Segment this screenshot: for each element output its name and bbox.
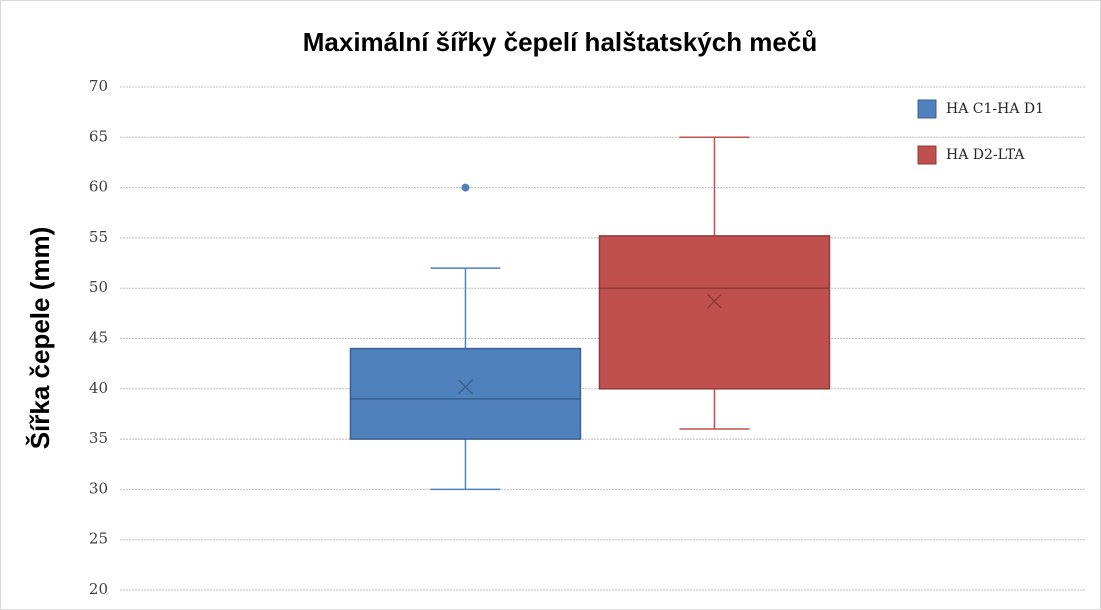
y-tick-label: 55: [89, 228, 108, 246]
y-tick-label: 40: [89, 379, 108, 397]
y-axis-label: Šířka čepele (mm): [25, 227, 55, 450]
outlier: [461, 183, 470, 192]
y-tick-label: 50: [89, 278, 108, 296]
mean-marker: [457, 379, 473, 395]
legend-swatch: [917, 145, 937, 165]
y-tick-label: 30: [89, 479, 108, 497]
y-tick-label: 35: [89, 429, 108, 447]
y-tick-label: 70: [89, 77, 108, 95]
legend-label: HA D2-LTA: [946, 147, 1025, 163]
mean-marker: [706, 293, 722, 309]
y-tick-label: 60: [89, 178, 108, 196]
box: [349, 347, 582, 440]
legend-label: HA C1-HA D1: [946, 101, 1044, 117]
legend-swatch: [917, 99, 937, 119]
box: [598, 235, 831, 390]
y-tick-label: 65: [89, 127, 108, 145]
chart-title: Maximální šířky čepelí halštatských mečů: [303, 27, 817, 57]
y-tick-label: 20: [89, 580, 108, 598]
y-tick-label: 45: [89, 329, 108, 347]
y-tick-label: 25: [89, 530, 108, 548]
